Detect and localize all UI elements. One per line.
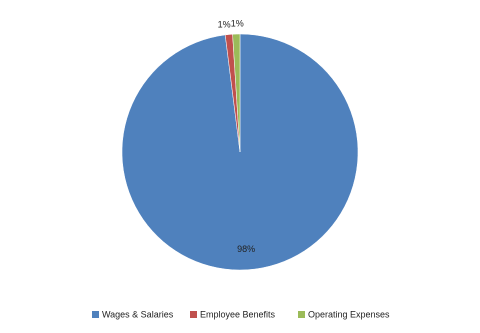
legend-swatch bbox=[92, 311, 99, 318]
data-label: 1% bbox=[218, 19, 231, 29]
legend-swatch bbox=[298, 311, 305, 318]
legend-label: Operating Expenses bbox=[308, 309, 390, 319]
legend-swatch bbox=[190, 311, 197, 318]
pie-slice bbox=[232, 33, 241, 153]
legend-label: Employee Benefits bbox=[200, 309, 276, 319]
data-label: 98% bbox=[237, 244, 255, 254]
data-label: 1% bbox=[231, 18, 244, 28]
legend-label: Wages & Salaries bbox=[102, 309, 174, 319]
